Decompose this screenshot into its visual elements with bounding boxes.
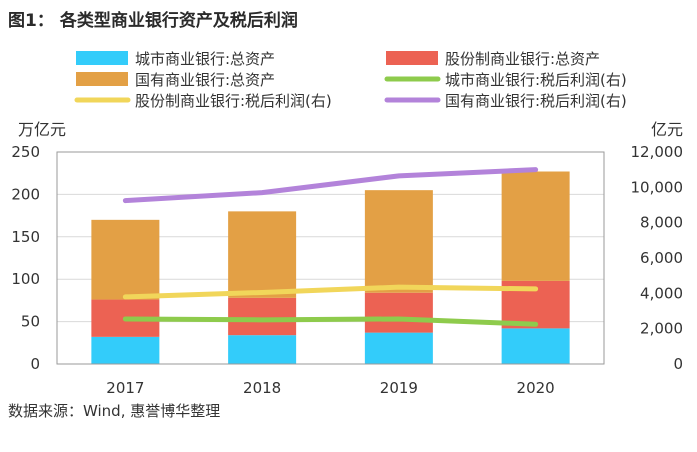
legend-swatch [76, 51, 128, 65]
series-line [122, 167, 539, 204]
legend-swatch [386, 51, 438, 65]
legend-swatch [76, 72, 128, 86]
bar-segment [501, 171, 570, 281]
x-tick-label: 2017 [106, 379, 144, 397]
legend-label: 城市商业银行:总资产 [135, 50, 275, 68]
right-tick-label: 2,000 [640, 320, 683, 338]
bar-segment [364, 190, 433, 293]
plot-area: 0 50 100 150 200 250 0 2,000 4,000 6,000 8,000 10,0… [11, 143, 683, 397]
right-tick-label: 10,000 [631, 178, 684, 196]
right-tick-label: 12,000 [631, 143, 684, 161]
series-line [122, 284, 539, 300]
bar-segment [228, 335, 297, 364]
figure-title-text: 各类型商业银行资产及税后利润 [59, 11, 298, 31]
right-tick-label: 8,000 [640, 214, 683, 232]
x-tick-label: 2018 [243, 379, 281, 397]
right-tick-label: 4,000 [640, 284, 683, 302]
left-tick-label: 250 [11, 143, 40, 161]
legend-label: 国有商业银行:税后利润(右) [445, 92, 627, 110]
left-tick-label: 150 [11, 228, 40, 246]
plot-frame [56, 151, 605, 365]
x-tick-label: 2019 [380, 379, 418, 397]
left-axis-unit: 万亿元 [18, 120, 66, 139]
bar-segment [228, 297, 297, 336]
figure-title: 图1： 各类型商业银行资产及税后利润 [8, 6, 298, 31]
left-tick-label: 200 [11, 185, 40, 203]
left-tick-label: 50 [21, 313, 40, 331]
right-axis-unit: 亿元 [651, 120, 683, 139]
bar-segment [364, 292, 433, 333]
bar-segment [91, 336, 160, 364]
right-tick-label: 6,000 [640, 249, 683, 267]
x-tick-label: 2020 [517, 379, 555, 397]
bar-segment [364, 332, 433, 364]
left-tick-label: 0 [30, 355, 40, 373]
bar-segment [228, 211, 297, 298]
left-tick-label: 100 [11, 270, 40, 288]
figure-label: 图1： [8, 11, 54, 31]
series-line [122, 316, 539, 327]
right-tick-label: 0 [673, 355, 683, 373]
legend-label: 股份制商业银行:总资产 [445, 50, 600, 68]
legend-label: 国有商业银行:总资产 [135, 71, 275, 89]
source-note: 数据来源：Wind, 惠誉博华整理 [8, 402, 221, 420]
bar-segment [91, 219, 160, 300]
bar-segment [501, 328, 570, 364]
legend-label: 城市商业银行:税后利润(右) [445, 71, 627, 89]
legend-label: 股份制商业银行:税后利润(右) [135, 92, 332, 110]
